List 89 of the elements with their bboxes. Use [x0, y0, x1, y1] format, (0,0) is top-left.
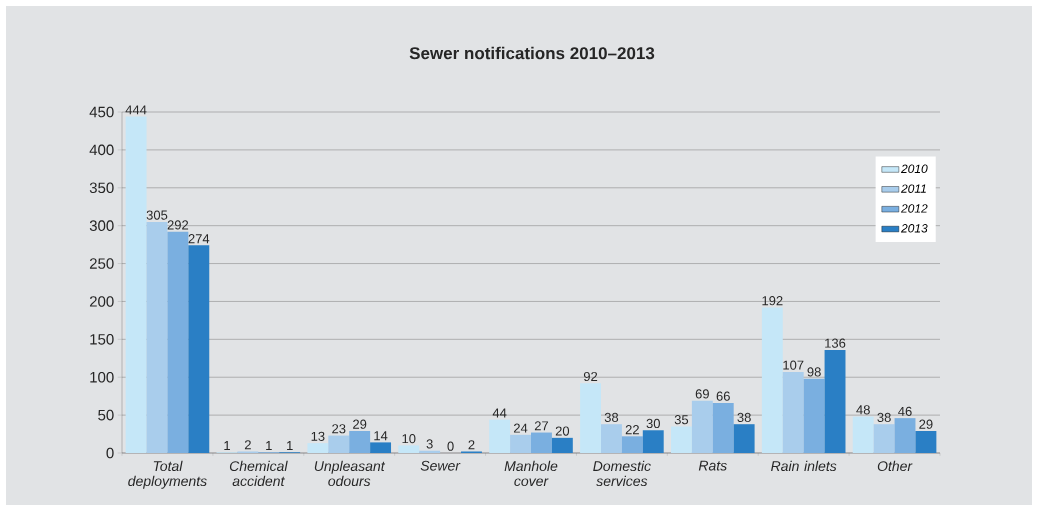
- data-label: 23: [332, 424, 346, 434]
- data-label: 2: [468, 440, 475, 450]
- bar: [349, 431, 371, 453]
- y-tick-label: 100: [90, 371, 114, 383]
- data-label: 14: [374, 431, 388, 441]
- bar: [894, 418, 916, 453]
- x-tick-label: Unpleasant odours: [314, 460, 386, 487]
- bar: [307, 443, 329, 453]
- bar: [188, 245, 210, 453]
- chart-title: Sewer notifications 2010–2013: [409, 46, 655, 60]
- data-label: 292: [167, 220, 189, 230]
- bar: [670, 426, 692, 453]
- bar: [489, 419, 511, 453]
- x-tick-label: Total deployments: [128, 460, 207, 489]
- bar: [370, 442, 392, 453]
- data-label: 274: [188, 234, 210, 244]
- data-label: 22: [625, 425, 639, 435]
- data-label: 107: [783, 360, 804, 370]
- legend-label: 2012: [900, 204, 928, 213]
- y-tick-label: 50: [98, 409, 114, 421]
- data-label: 24: [513, 423, 528, 433]
- data-label: 44: [492, 408, 507, 418]
- data-label: 38: [737, 412, 751, 422]
- x-tick-label: Chemical accident: [229, 460, 288, 487]
- data-label: 444: [125, 105, 147, 115]
- bar: [621, 436, 643, 453]
- y-tick-label: 350: [89, 182, 114, 194]
- data-label: 10: [402, 434, 416, 444]
- bar: [167, 231, 189, 453]
- bar: [531, 432, 552, 453]
- y-tick-label: 400: [89, 144, 114, 156]
- data-label: 48: [856, 405, 870, 415]
- x-tick-label: Domestic services: [593, 460, 651, 487]
- x-tick-label: Manhole cover: [504, 460, 558, 487]
- x-tick-label: Other: [877, 460, 913, 472]
- data-label: 2: [244, 440, 251, 450]
- x-tick-label: Rats: [698, 460, 727, 471]
- data-label: 35: [674, 415, 689, 425]
- legend-label: 2013: [900, 224, 928, 233]
- data-label: 30: [646, 418, 660, 429]
- data-label: 1: [287, 441, 293, 451]
- data-label: 29: [353, 419, 367, 429]
- data-label: 66: [716, 391, 730, 401]
- bar: [712, 402, 734, 453]
- bar: [125, 116, 147, 453]
- bar: [852, 416, 874, 453]
- y-tick-label: 150: [90, 334, 114, 345]
- bar: [873, 424, 895, 453]
- data-label: 38: [877, 412, 891, 422]
- bar: [691, 400, 713, 453]
- bar: [580, 383, 601, 453]
- bar: [146, 221, 168, 453]
- y-tick-label: 200: [89, 296, 114, 307]
- data-label: 3: [426, 439, 433, 449]
- data-label: 136: [825, 338, 846, 348]
- y-tick-label: 250: [89, 258, 114, 269]
- legend-label: 2010: [900, 164, 928, 174]
- bar: [600, 424, 622, 453]
- bar: [915, 431, 937, 453]
- y-tick-label: 0: [106, 447, 114, 459]
- data-label: 1: [266, 441, 272, 451]
- bar: [803, 378, 825, 453]
- bar: [642, 430, 664, 453]
- y-tick-label: 450: [89, 106, 114, 118]
- data-label: 38: [604, 412, 619, 422]
- legend-label: 2011: [900, 184, 926, 193]
- bar: [328, 435, 350, 453]
- data-label: 27: [534, 421, 549, 431]
- data-label: 305: [146, 210, 168, 220]
- bar: [761, 307, 783, 453]
- data-label: 13: [311, 431, 325, 441]
- bar: [398, 445, 420, 453]
- bar: [733, 424, 755, 453]
- data-label: 0: [447, 441, 454, 451]
- data-label: 92: [583, 371, 598, 382]
- data-label: 29: [919, 419, 933, 429]
- y-tick-label: 300: [89, 220, 114, 231]
- data-label: 98: [807, 367, 821, 377]
- data-label: 192: [762, 296, 783, 306]
- bar: [551, 437, 573, 453]
- bar: [782, 371, 804, 453]
- bar: [510, 434, 531, 453]
- data-label: 69: [695, 389, 709, 399]
- data-label: 1: [224, 441, 230, 451]
- data-label: 46: [898, 406, 912, 416]
- x-tick-label: Sewer: [420, 460, 461, 471]
- bar: [824, 349, 846, 453]
- data-label: 20: [555, 426, 570, 436]
- x-tick-label: Rain inlets: [771, 460, 837, 472]
